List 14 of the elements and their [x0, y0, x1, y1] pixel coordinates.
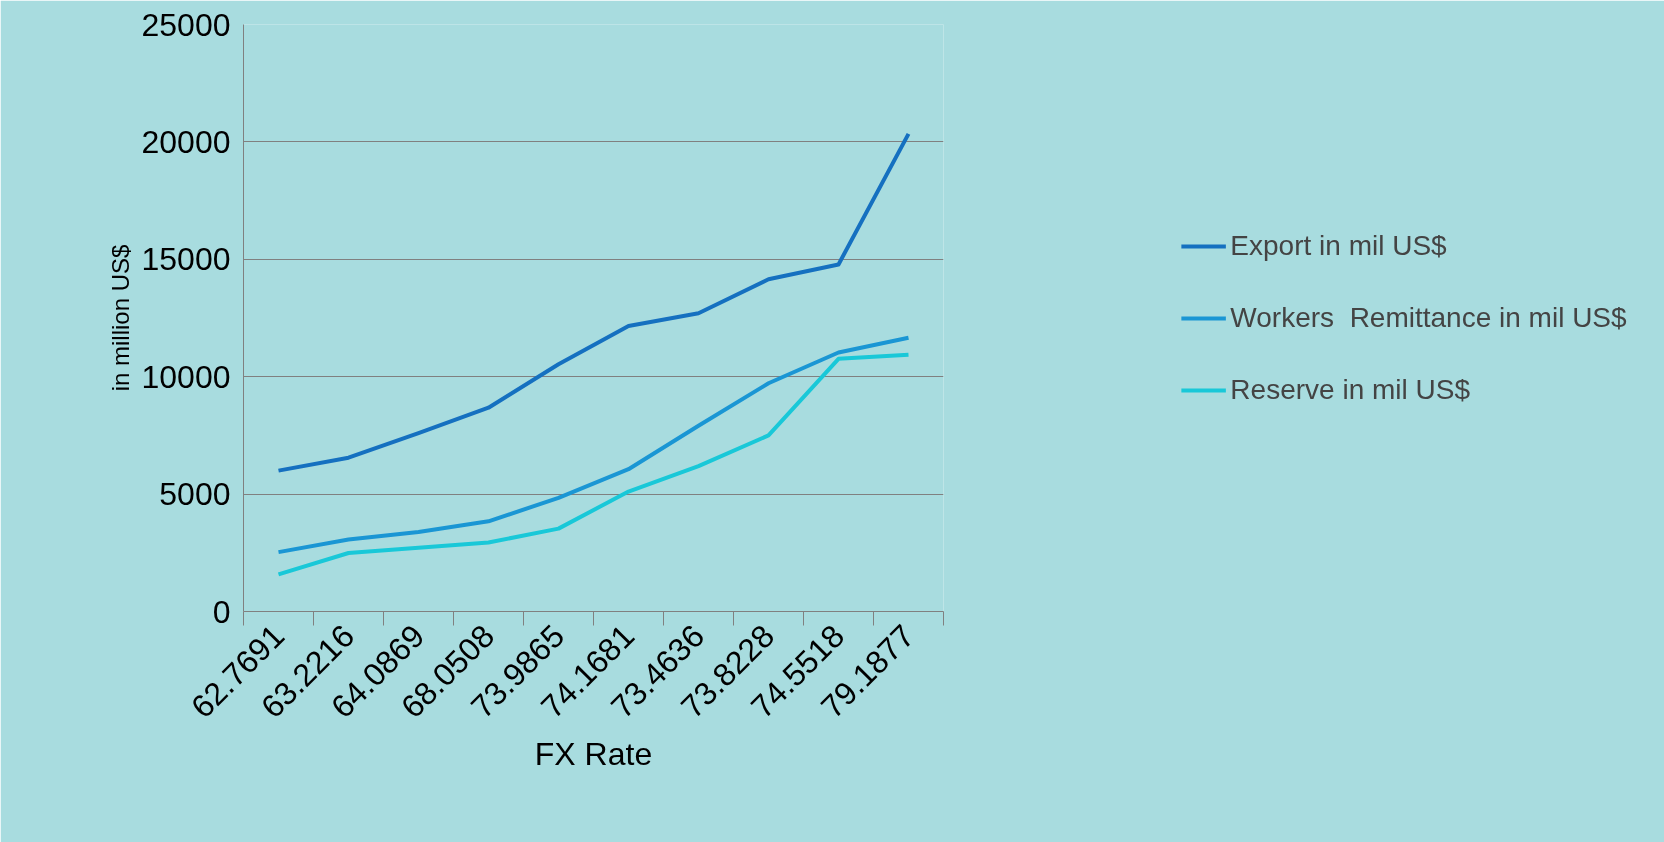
line-series: [276, 131, 911, 473]
line-series: [276, 335, 911, 555]
x-axis-title: FX Rate: [534, 735, 653, 772]
legend-label: Workers Remittance in mil US$: [1230, 301, 1627, 334]
y-tick-label: 0: [212, 593, 231, 630]
y-tick-label: 5000: [159, 476, 231, 513]
line-series: [276, 352, 911, 577]
legend-label: Reserve in mil US$: [1230, 373, 1471, 406]
legend-label: Export in mil US$: [1230, 229, 1447, 262]
y-tick-label: 25000: [141, 6, 231, 43]
y-tick-label: 10000: [141, 358, 231, 395]
y-tick-label: 15000: [141, 241, 231, 278]
y-axis-title: in million US$: [106, 244, 134, 392]
y-tick-label: 20000: [141, 123, 231, 160]
